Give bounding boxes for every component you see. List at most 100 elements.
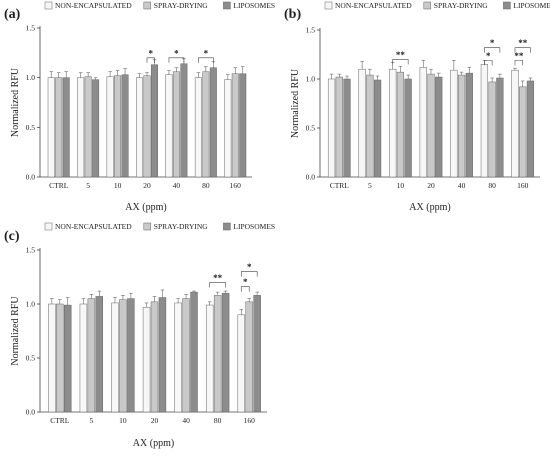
- x-tick-label: 40: [458, 181, 466, 190]
- significance-bracket: [484, 60, 493, 66]
- y-tick-label: 0.5: [26, 123, 36, 132]
- bar: [205, 304, 214, 413]
- bar: [180, 63, 188, 178]
- significance-bracket: [514, 47, 531, 53]
- y-tick-label: 1.5: [306, 26, 316, 35]
- x-tick-label: CTRL: [50, 416, 70, 425]
- bar: [150, 301, 159, 413]
- bar: [335, 76, 343, 178]
- y-axis-title: Normalized RFU: [10, 296, 21, 366]
- x-tick-label: 20: [151, 416, 159, 425]
- bar: [245, 301, 253, 413]
- y-tick-label: 1.0: [306, 75, 316, 84]
- bar: [119, 299, 127, 413]
- y-tick-label: 0.0: [26, 408, 36, 417]
- legend-swatch: [503, 1, 511, 10]
- x-tick-label: 20: [143, 181, 151, 190]
- panel-1: (a) NON-ENCAPSULATED SPRAY-DRYING LIPOSOMES…: [4, 1, 275, 213]
- y-tick-label: 0.0: [306, 173, 316, 182]
- x-tick-label: 80: [214, 416, 222, 425]
- significance-bracket: [168, 57, 185, 63]
- bar: [143, 75, 151, 178]
- y-tick-label: 1.5: [26, 246, 36, 255]
- x-tick-label: 10: [119, 416, 127, 425]
- bar: [79, 303, 88, 413]
- legend-label: NON-ENCAPSULATED: [55, 222, 132, 231]
- y-tick-label: 0.0: [26, 173, 36, 182]
- bar: [526, 80, 535, 178]
- x-tick-label: 5: [86, 181, 90, 190]
- bar: [174, 302, 182, 413]
- bar: [358, 68, 366, 178]
- significance-bracket: [484, 47, 501, 53]
- significance-label: *: [490, 38, 495, 48]
- panel-label: (a): [4, 7, 21, 22]
- significance-label: **: [213, 273, 223, 283]
- bar: [136, 77, 144, 178]
- x-tick-label: 160: [517, 181, 529, 190]
- x-tick-label: CTRL: [330, 181, 350, 190]
- bar: [47, 77, 55, 178]
- bar: [172, 71, 180, 178]
- significance-bracket: [146, 57, 155, 63]
- significance-bracket: [514, 60, 524, 66]
- bar: [95, 296, 104, 413]
- significance-label: *: [174, 48, 179, 58]
- legend-swatch: [324, 1, 333, 10]
- x-tick-label: 10: [397, 181, 405, 190]
- bar: [62, 77, 70, 178]
- legend-label: NON-ENCAPSULATED: [335, 1, 412, 10]
- bar: [84, 76, 92, 178]
- legend-swatch: [44, 222, 53, 231]
- legend-swatch: [223, 222, 231, 231]
- x-tick-label: 20: [427, 181, 435, 190]
- bar: [182, 298, 190, 413]
- legend: NON-ENCAPSULATED SPRAY-DRYING LIPOSOMES: [324, 1, 550, 10]
- bar: [519, 86, 527, 178]
- bar: [190, 291, 198, 413]
- bar: [239, 73, 247, 178]
- significance-label: *: [486, 51, 491, 61]
- bar: [253, 295, 261, 413]
- bar: [419, 66, 427, 178]
- significance-bracket: [392, 59, 409, 65]
- legend-swatch: [223, 1, 231, 10]
- bar: [373, 79, 382, 178]
- x-axis-title: AX (ppm): [125, 202, 166, 213]
- legend-label: LIPOSOMES: [233, 1, 275, 10]
- bar: [435, 76, 443, 178]
- legend: NON-ENCAPSULATED SPRAY-DRYING LIPOSOMES: [44, 222, 275, 231]
- x-axis-title: AX (ppm): [409, 202, 450, 213]
- bar: [209, 67, 217, 178]
- legend-swatch: [143, 1, 152, 10]
- legend-swatch: [44, 1, 53, 10]
- significance-label: *: [247, 262, 252, 272]
- bar: [396, 71, 405, 178]
- bar: [224, 79, 232, 178]
- bar: [450, 69, 458, 178]
- x-axis-title: AX (ppm): [133, 438, 174, 449]
- y-tick-label: 1.0: [26, 300, 36, 309]
- legend-swatch: [423, 1, 432, 10]
- significance-label: **: [518, 38, 528, 48]
- bar: [327, 78, 336, 178]
- x-tick-label: 5: [89, 416, 93, 425]
- y-axis-title: Normalized RFU: [290, 68, 301, 138]
- significance-bracket: [240, 286, 250, 292]
- x-tick-label: 10: [114, 181, 122, 190]
- legend-label: LIPOSOMES: [233, 222, 275, 231]
- x-tick-label: 80: [488, 181, 496, 190]
- bar: [480, 64, 489, 178]
- bar: [343, 78, 351, 178]
- x-tick-label: CTRL: [49, 181, 69, 190]
- x-tick-label: 40: [173, 181, 181, 190]
- bar: [55, 77, 63, 178]
- bar: [427, 73, 435, 178]
- bar: [64, 304, 72, 413]
- bar: [194, 77, 202, 178]
- significance-label: *: [148, 48, 153, 58]
- x-tick-label: 40: [182, 416, 190, 425]
- bar: [142, 306, 151, 413]
- bar: [150, 64, 158, 178]
- legend-label: NON-ENCAPSULATED: [55, 1, 132, 10]
